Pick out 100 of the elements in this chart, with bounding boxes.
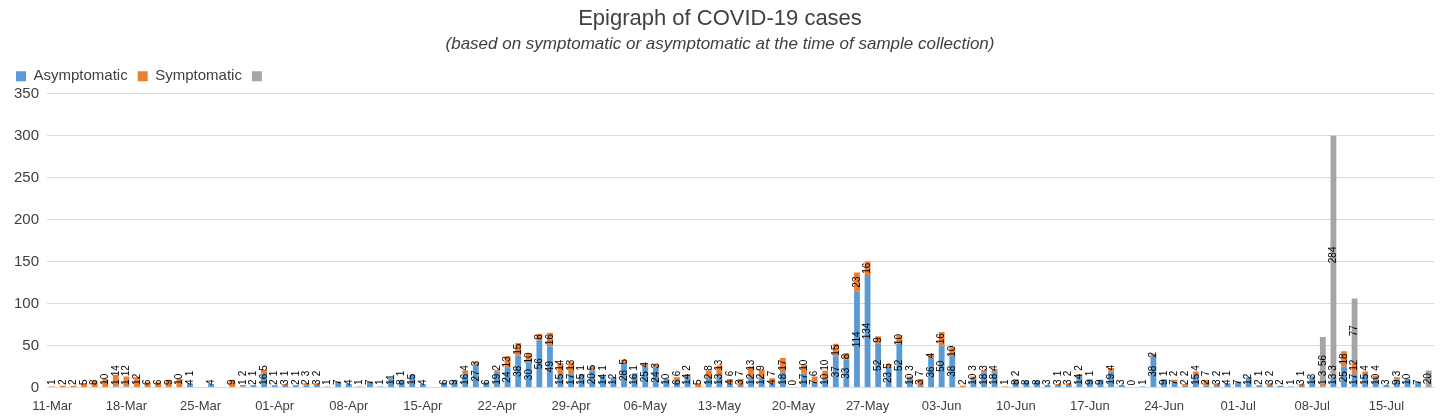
data-label: 4 — [638, 361, 650, 368]
data-label: 12 — [607, 373, 619, 385]
data-label: 2 — [1073, 364, 1085, 371]
x-tick-label: 17-Jun — [1070, 397, 1110, 413]
data-label: 9 — [162, 378, 174, 385]
data-label: 4 — [723, 378, 735, 385]
data-label: 5 — [882, 362, 894, 369]
data-label: 6 — [670, 370, 682, 377]
data-label: 16 — [543, 333, 555, 346]
data-label: 1 — [247, 370, 259, 377]
data-label: 4 — [204, 378, 216, 385]
data-label: 2 — [1178, 370, 1190, 377]
x-tick-label: 06-May — [623, 397, 668, 413]
data-label: 10 — [818, 359, 830, 371]
data-label: 4 — [1369, 364, 1381, 371]
x-tick-label: 18-Mar — [105, 397, 148, 413]
data-label: 10 — [522, 352, 534, 364]
data-label: 33 — [840, 367, 852, 379]
data-label: 2 — [1200, 378, 1212, 385]
data-label: 1 — [321, 378, 333, 385]
chart-title: Epigraph of COVID-19 cases — [578, 5, 862, 31]
data-label: 17 — [776, 359, 788, 371]
data-label: 13 — [1305, 373, 1317, 385]
data-label: 9 — [755, 364, 767, 371]
data-label: 17 — [797, 373, 809, 385]
data-label: 2 — [56, 378, 68, 385]
data-label: 134 — [861, 322, 873, 340]
data-label: 7 — [808, 378, 820, 385]
data-label: 13 — [564, 359, 576, 371]
data-label: 16 — [257, 373, 269, 385]
data-label: 1 — [1136, 378, 1148, 385]
data-label: 14 — [109, 364, 121, 377]
data-label: 10 — [1369, 373, 1381, 385]
data-label: 0 — [1126, 379, 1137, 386]
data-label: 4 — [1189, 364, 1201, 371]
data-label: 17 — [564, 373, 576, 385]
data-label: 6 — [480, 378, 492, 385]
data-label: 25 — [638, 370, 650, 383]
data-label: 11 — [384, 374, 396, 385]
data-label: 16 — [861, 262, 873, 274]
data-label: 17 — [1348, 373, 1360, 385]
data-label: 1 — [395, 370, 407, 377]
data-label: 3 — [967, 364, 979, 371]
data-label: 7 — [766, 370, 778, 377]
data-label: 8 — [1009, 378, 1021, 385]
data-label: 1 — [1253, 370, 1265, 377]
data-label: 14 — [596, 373, 608, 385]
data-label: 8 — [840, 353, 852, 360]
data-label: 23 — [850, 276, 862, 288]
data-label: 10 — [946, 345, 958, 357]
data-label: 12 — [755, 373, 767, 385]
data-label: 36 — [924, 366, 936, 378]
data-label: 8 — [395, 378, 407, 385]
x-tick-label: 13-May — [697, 397, 742, 413]
data-label: 1 — [628, 364, 640, 371]
x-tick-label: 08-Jul — [1294, 397, 1331, 413]
data-label: 2 — [1263, 370, 1275, 377]
data-label: 18 — [776, 373, 788, 385]
data-label: 1 — [120, 378, 132, 385]
data-label: 15 — [829, 344, 841, 356]
data-label: 3 — [1380, 378, 1392, 385]
data-label: 12 — [702, 373, 714, 385]
data-label: 14 — [681, 373, 693, 385]
data-label: 24 — [649, 371, 661, 383]
data-label: 3 — [1062, 378, 1074, 385]
data-label: 1 — [575, 364, 587, 371]
x-tick-label: 25-Mar — [179, 397, 222, 413]
data-label: 4 — [1358, 364, 1370, 371]
y-tick-label: 200 — [14, 209, 40, 227]
data-label: 114 — [850, 330, 862, 348]
data-label: 20 — [586, 372, 598, 385]
data-label: 9 — [1157, 378, 1169, 385]
x-tick-label: 20-May — [771, 397, 816, 413]
data-label: 19 — [490, 373, 502, 385]
data-label: 284 — [1327, 246, 1339, 264]
data-label: 7 — [734, 370, 746, 377]
data-label: 3 — [469, 360, 481, 367]
x-tick-label: 15-Apr — [403, 397, 444, 413]
data-label: 15 — [1358, 373, 1370, 385]
data-label: 1 — [374, 378, 386, 385]
data-label: 10 — [903, 373, 915, 385]
data-label: 4 — [342, 378, 354, 385]
data-label: 8 — [533, 333, 545, 340]
data-label: 3 — [1316, 370, 1328, 377]
y-tick-label: 150 — [14, 251, 40, 269]
data-label: 16 — [628, 373, 640, 385]
data-label: 13 — [713, 359, 725, 371]
data-label: 19 — [1104, 373, 1116, 385]
data-label: 13 — [744, 359, 756, 371]
data-label: 20 — [1422, 372, 1434, 385]
y-tick-label: 50 — [22, 335, 40, 353]
data-label: 6 — [808, 370, 820, 377]
data-label: 9 — [448, 378, 460, 385]
data-label: 1 — [998, 378, 1010, 385]
data-label: 56 — [533, 357, 545, 370]
data-label: 9 — [871, 336, 883, 343]
data-label: 18 — [988, 373, 1000, 385]
data-label: 1 — [1295, 370, 1307, 377]
data-label: 3 — [1390, 370, 1402, 377]
data-label: 16 — [935, 332, 947, 345]
